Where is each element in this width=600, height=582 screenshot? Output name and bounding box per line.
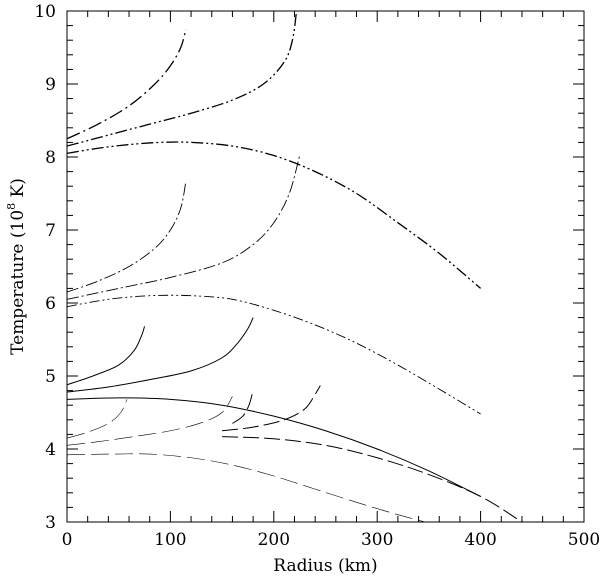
series-line-15	[67, 399, 128, 439]
y-axis-label-prefix: Temperature (10	[8, 210, 28, 355]
y-tick-label: 10	[34, 2, 56, 22]
x-tick-label: 500	[568, 530, 600, 550]
y-axis-label-suffix: K)	[8, 178, 28, 203]
x-axis-label: Radius (km)	[273, 556, 377, 576]
series-line-13	[67, 453, 427, 522]
y-tick-label: 4	[45, 440, 56, 460]
series-line-5	[67, 155, 301, 300]
y-tick-label: 9	[45, 75, 56, 95]
y-tick-label: 7	[45, 221, 56, 241]
series-line-8	[67, 317, 254, 393]
y-tick-label: 5	[45, 367, 56, 387]
series-line-11	[222, 385, 321, 432]
y-axis-label: Temperature (108 K)	[5, 178, 28, 355]
y-tick-label: 3	[45, 513, 56, 533]
series-line-4	[67, 294, 481, 415]
y-tick-label: 8	[45, 148, 56, 168]
series-line-2	[67, 11, 298, 147]
series-line-14	[67, 396, 233, 446]
series-line-9	[67, 326, 146, 386]
x-tick-label: 400	[464, 530, 496, 550]
series-line-12	[232, 394, 253, 424]
series-line-3	[67, 29, 187, 140]
y-tick-label: 6	[45, 294, 56, 314]
series-line-10	[222, 436, 523, 522]
x-tick-label: 300	[361, 530, 393, 550]
series-line-7	[67, 397, 481, 497]
x-tick-label: 100	[154, 530, 186, 550]
x-tick-label: 0	[62, 530, 73, 550]
curves-group	[67, 11, 523, 522]
series-line-1	[67, 141, 482, 289]
x-tick-labels: 0 100 200 300 400 500	[62, 530, 600, 550]
series-line-6	[67, 181, 187, 293]
x-tick-label: 200	[258, 530, 290, 550]
axis-ticks	[66, 10, 585, 523]
y-tick-labels: 3 4 5 6 7 8 9 10	[34, 2, 56, 533]
plot-frame	[66, 10, 585, 523]
y-axis-label-exponent: 8	[5, 203, 18, 210]
